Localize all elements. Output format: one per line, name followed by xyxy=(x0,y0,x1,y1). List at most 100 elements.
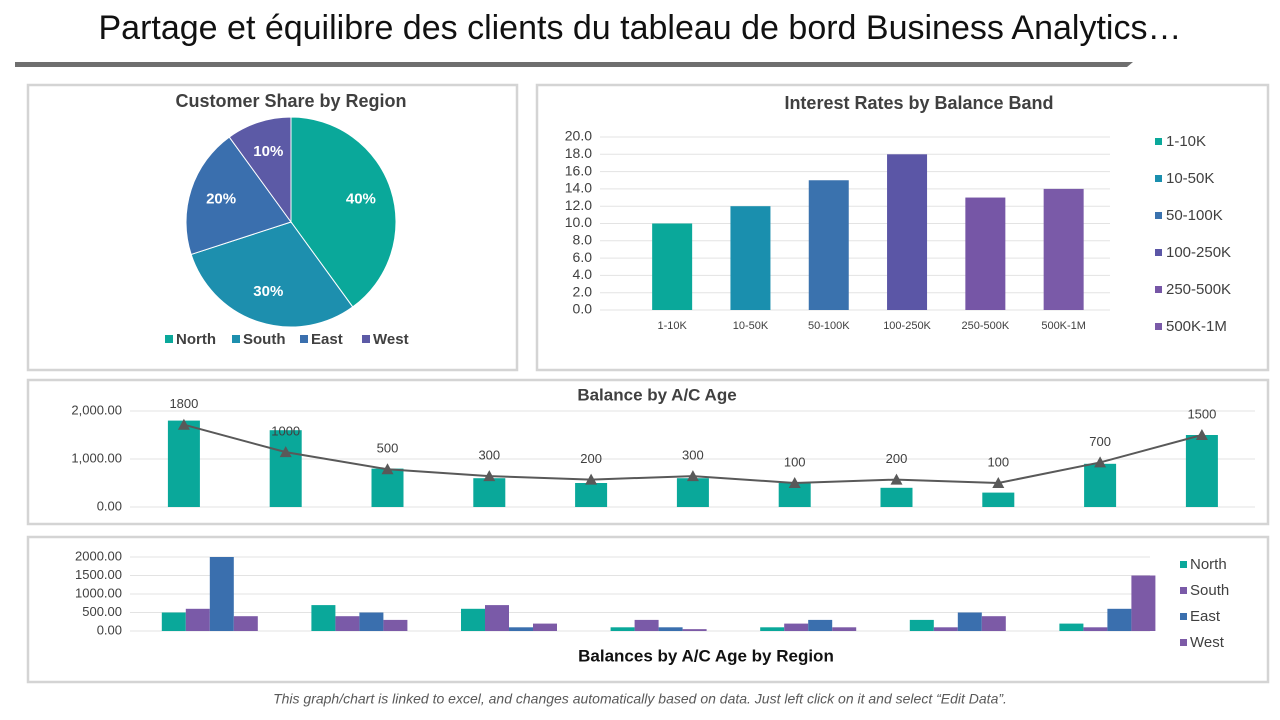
legend-swatch xyxy=(232,335,240,343)
pie-slice xyxy=(228,116,292,224)
line-marker xyxy=(177,418,190,430)
data-label: 700 xyxy=(1089,434,1111,449)
bar xyxy=(575,483,608,507)
line-marker xyxy=(279,446,292,458)
x-tick-label: 500K-1M xyxy=(1041,320,1086,332)
legend-swatch xyxy=(1155,249,1162,256)
bar xyxy=(957,612,982,631)
legend-label: East xyxy=(1190,608,1221,625)
bar xyxy=(1083,627,1108,631)
pie-slice xyxy=(185,136,292,256)
legend-label: 50-100K xyxy=(1166,207,1223,224)
legend-swatch xyxy=(1180,639,1187,646)
legend-swatch xyxy=(1180,561,1187,568)
panel xyxy=(26,378,1270,526)
line-marker xyxy=(381,463,394,475)
bar xyxy=(682,629,707,631)
y-tick-label: 6.0 xyxy=(573,249,593,265)
line-marker xyxy=(483,470,496,482)
line-marker xyxy=(686,470,699,482)
bar xyxy=(965,197,1006,310)
legend-swatch xyxy=(1180,613,1187,620)
pie-slice xyxy=(290,116,397,308)
bar xyxy=(760,627,785,631)
data-label: 20% xyxy=(206,190,236,207)
panel xyxy=(26,83,519,372)
legend-swatch xyxy=(165,335,173,343)
legend-swatch xyxy=(300,335,308,343)
legend-label: 1-10K xyxy=(1166,133,1206,150)
bar xyxy=(808,619,833,631)
bar xyxy=(209,557,234,631)
bar xyxy=(1059,623,1084,631)
legend-label: 250-500K xyxy=(1166,281,1231,298)
bar xyxy=(676,478,709,507)
data-label: 200 xyxy=(886,451,908,466)
x-tick-label: 10-50K xyxy=(733,320,769,332)
bar xyxy=(1043,188,1084,310)
legend-swatch xyxy=(1155,138,1162,145)
bar xyxy=(185,608,210,631)
y-tick-label: 8.0 xyxy=(573,232,593,248)
y-tick-label: 12.0 xyxy=(565,197,592,213)
y-tick-label: 2000.00 xyxy=(75,548,122,563)
bar xyxy=(652,223,693,310)
legend-swatch xyxy=(362,335,370,343)
bar xyxy=(461,608,485,631)
bar xyxy=(269,430,302,507)
legend-label: West xyxy=(1190,634,1225,651)
bar xyxy=(909,619,934,631)
chart-title: Customer Share by Region xyxy=(175,91,406,111)
bar xyxy=(933,627,958,631)
bar xyxy=(784,623,809,631)
data-label: 1800 xyxy=(169,396,198,411)
bar xyxy=(233,616,258,631)
chart-title: Balance by A/C Age xyxy=(577,385,736,404)
legend-label: 10-50K xyxy=(1166,170,1214,187)
data-label: 100 xyxy=(784,454,806,469)
legend-label: North xyxy=(1190,556,1227,573)
legend-swatch xyxy=(1155,323,1162,330)
y-tick-label: 16.0 xyxy=(565,162,592,178)
title-rule xyxy=(15,62,1133,67)
data-label: 300 xyxy=(478,448,500,463)
legend-label: 100-250K xyxy=(1166,244,1231,261)
x-tick-label: 1-10K xyxy=(657,320,687,332)
legend-label: South xyxy=(1190,582,1229,599)
panel xyxy=(535,83,1270,372)
bar xyxy=(161,612,186,631)
y-tick-label: 500.00 xyxy=(82,604,122,619)
legend-label: South xyxy=(243,331,286,348)
data-label: 200 xyxy=(580,451,602,466)
y-tick-label: 14.0 xyxy=(565,180,592,196)
data-label: 100 xyxy=(987,454,1009,469)
line-marker xyxy=(788,477,801,488)
bar xyxy=(880,487,913,507)
x-tick-label: 100-250K xyxy=(883,320,931,332)
line-marker xyxy=(890,473,903,485)
page-title: Partage et équilibre des clients du tabl… xyxy=(99,9,1182,47)
y-tick-label: 1500.00 xyxy=(75,567,122,582)
bar xyxy=(982,492,1015,507)
footer-note: This graph/chart is linked to excel, and… xyxy=(273,691,1007,707)
bar xyxy=(1131,575,1156,631)
bar xyxy=(658,627,683,631)
y-tick-label: 20.0 xyxy=(565,128,592,144)
line-marker xyxy=(585,473,598,485)
y-tick-label: 1,000.00 xyxy=(71,450,122,465)
data-label: 10% xyxy=(253,143,283,160)
line-marker xyxy=(1094,456,1107,468)
legend-label: East xyxy=(311,331,343,348)
bar xyxy=(533,623,557,631)
legend-swatch xyxy=(1155,212,1162,219)
legend-label: North xyxy=(176,331,216,348)
bar xyxy=(832,627,857,631)
bar xyxy=(981,616,1006,631)
bar xyxy=(335,616,360,631)
legend-swatch xyxy=(1155,286,1162,293)
pie-slice xyxy=(190,221,354,328)
bar xyxy=(1084,463,1117,507)
y-tick-label: 1000.00 xyxy=(75,585,122,600)
data-label: 1500 xyxy=(1187,406,1216,421)
